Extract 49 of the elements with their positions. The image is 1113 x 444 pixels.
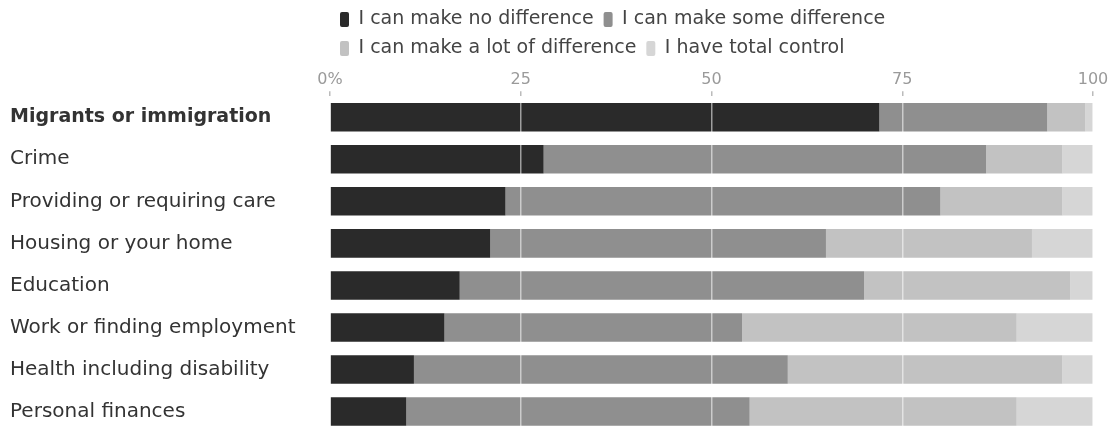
bar xyxy=(490,229,826,258)
bar xyxy=(330,313,445,342)
bar xyxy=(330,355,414,384)
bar xyxy=(413,355,788,384)
legend-label: I have total control xyxy=(664,35,845,58)
y-tick-label: Health including disability xyxy=(10,355,270,380)
bar xyxy=(505,187,941,216)
bar xyxy=(1031,229,1093,258)
bar xyxy=(749,397,1017,426)
bar xyxy=(879,102,1048,132)
legend-label: I can make no difference xyxy=(358,6,594,29)
y-tick-label: Work or finding employment xyxy=(10,313,296,338)
bar xyxy=(330,144,544,174)
bar xyxy=(330,187,506,216)
bar xyxy=(787,355,1063,384)
y-tick-label: Migrants or immigration xyxy=(10,104,272,127)
bar xyxy=(330,102,880,132)
legend-label: I can make some difference xyxy=(622,6,886,29)
bar xyxy=(330,229,491,258)
bar xyxy=(330,397,407,426)
x-tick-label: 25 xyxy=(510,68,531,88)
y-tick-label: Personal finances xyxy=(10,397,186,422)
y-tick-label: Education xyxy=(10,271,110,296)
bar xyxy=(543,144,987,174)
bar xyxy=(986,144,1063,174)
bar xyxy=(459,271,865,300)
y-tick-label: Crime xyxy=(10,145,70,170)
y-tick-label: Housing or your home xyxy=(10,229,233,254)
x-tick-label: 75 xyxy=(892,68,913,88)
bar xyxy=(330,271,460,300)
bar xyxy=(1085,102,1093,132)
bar xyxy=(1047,102,1086,132)
legend-label: I can make a lot of difference xyxy=(358,35,637,58)
bar xyxy=(1016,313,1093,342)
bar xyxy=(1070,271,1093,300)
bar xyxy=(1016,397,1093,426)
bar xyxy=(406,397,750,426)
x-tick-label: 0% xyxy=(317,68,343,88)
bar xyxy=(1062,187,1093,216)
bar xyxy=(825,229,1032,258)
x-tick-label: 100 xyxy=(1077,68,1109,88)
x-tick-label: 50 xyxy=(701,68,722,88)
bar xyxy=(444,313,743,342)
bar xyxy=(742,313,1017,342)
bar xyxy=(1062,144,1093,174)
bar xyxy=(940,187,1063,216)
bar xyxy=(864,271,1071,300)
y-tick-label: Providing or requiring care xyxy=(10,187,276,212)
bar xyxy=(1062,355,1093,384)
